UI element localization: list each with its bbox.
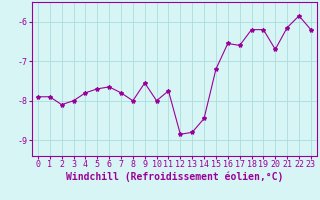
X-axis label: Windchill (Refroidissement éolien,°C): Windchill (Refroidissement éolien,°C) — [66, 172, 283, 182]
